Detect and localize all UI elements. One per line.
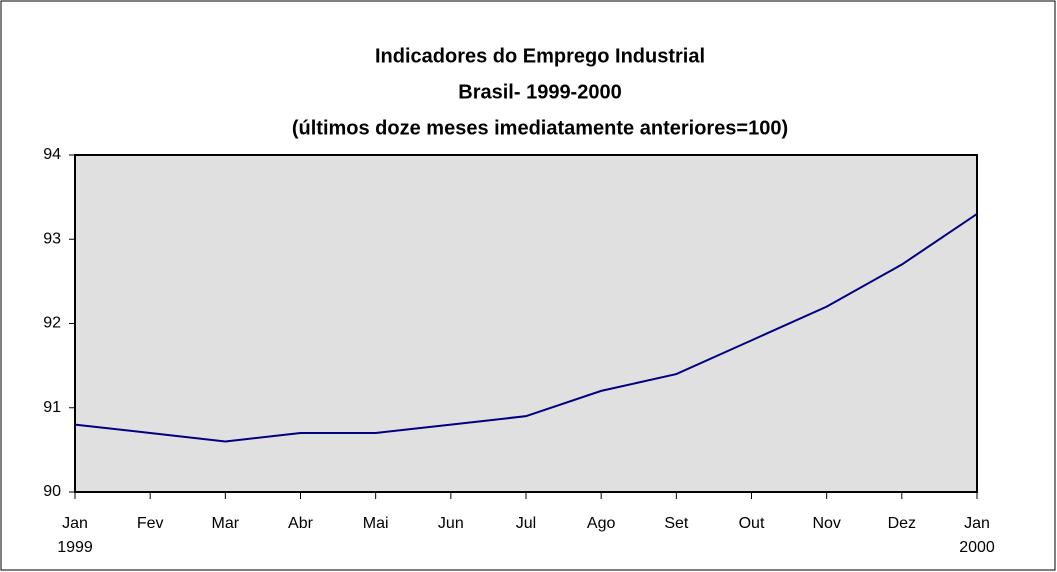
x-tick-label: Jul [516,515,536,532]
y-tick-label: 90 [43,483,61,500]
x-tick-label: Abr [288,515,314,532]
x-tick-label: Ago [587,515,616,532]
x-tick-label: Jan 2000 [959,515,995,556]
y-tick-label: 93 [43,230,61,247]
chart-title: (últimos doze meses imediatamente anteri… [292,117,788,139]
y-tick-label: 91 [43,399,61,416]
plot-area [74,154,978,493]
y-tick-label: 92 [43,315,61,332]
chart-title: Brasil- 1999-2000 [458,81,621,103]
x-tick-label: Mai [363,515,389,532]
x-tick-label: Mar [212,515,240,532]
x-tick-label: Out [739,515,765,532]
chart-title: Indicadores do Emprego Industrial [375,45,705,67]
x-tick-label: Fev [137,515,164,532]
x-tick-label: Jan 1999 [57,515,93,556]
y-tick-label: 94 [43,146,61,163]
x-tick-label: Set [664,515,689,532]
x-tick-label: Jun [438,515,464,532]
x-tick-label: Dez [888,515,916,532]
line-series [74,213,978,443]
x-tick-label: Nov [812,515,840,532]
